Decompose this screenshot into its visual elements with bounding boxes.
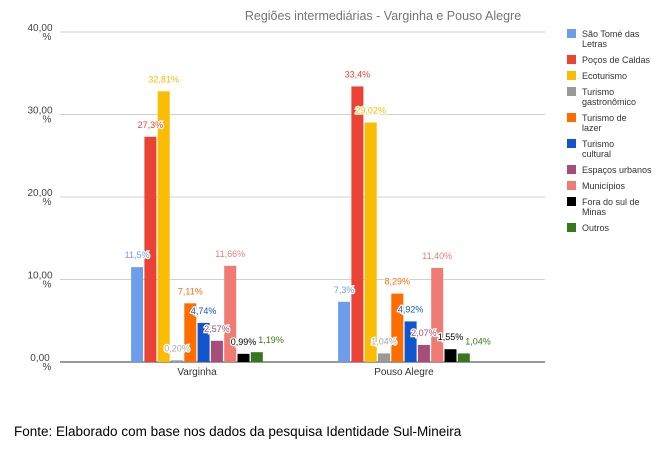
legend-swatch [567, 55, 576, 64]
data-label: 0,99% [231, 337, 257, 347]
bar[interactable] [417, 344, 430, 362]
legend-item[interactable]: Turismo cultural [567, 139, 614, 159]
bar[interactable] [250, 352, 263, 362]
data-label: 2,57% [204, 324, 230, 334]
bar[interactable] [131, 267, 144, 362]
data-label: 4,74% [191, 306, 217, 316]
legend-swatch [567, 113, 576, 122]
legend-item[interactable]: Ecoturismo [567, 71, 627, 81]
legend-label: São Tomé das Letras [582, 29, 640, 49]
y-tick-label: 40,00% [27, 23, 52, 43]
y-tick-label: 20,00% [27, 188, 52, 208]
legend-label: Espaços urbanos [582, 165, 652, 175]
legend-item[interactable]: Outros [567, 223, 610, 233]
data-label: 11,40% [422, 251, 452, 261]
y-tick-label: 10,00% [27, 271, 52, 291]
bar[interactable] [184, 303, 197, 362]
data-label: 1,04% [465, 336, 491, 346]
y-tick-label: 0,00% [30, 353, 51, 373]
bar[interactable] [378, 353, 390, 362]
legend-item[interactable]: Espaços urbanos [567, 165, 652, 175]
legend-swatch [567, 223, 576, 232]
chart-title: Regiões intermediárias - Varginha e Pous… [245, 9, 521, 23]
bar[interactable] [157, 91, 170, 362]
bar[interactable] [431, 267, 444, 362]
data-label: 29,02% [355, 106, 386, 116]
bar[interactable] [444, 349, 457, 362]
legend-swatch [567, 181, 576, 190]
data-label: 33,4% [345, 69, 371, 79]
legend-item[interactable]: Fora do sul de Minas [567, 197, 640, 217]
data-label: 2,07% [411, 328, 437, 338]
source-note: Fonte: Elaborado com base nos dados da p… [14, 424, 462, 439]
y-tick-label: 30,00% [27, 106, 52, 126]
bar[interactable] [364, 122, 377, 363]
bar[interactable] [351, 86, 364, 362]
data-label: 0,20% [164, 343, 190, 353]
legend-item[interactable]: São Tomé das Letras [567, 29, 640, 49]
legend-item[interactable]: Municípios [567, 181, 626, 191]
bar[interactable] [144, 136, 157, 362]
legend-swatch [567, 165, 576, 174]
data-label: 27,3% [138, 120, 164, 130]
legend-label: Fora do sul de Minas [582, 197, 640, 217]
legend-swatch [567, 197, 576, 206]
data-label: 32,81% [148, 74, 179, 84]
data-label: 1,19% [258, 335, 284, 345]
bar[interactable] [210, 340, 223, 362]
data-label: 11,66% [215, 249, 245, 259]
legend-item[interactable]: Turismo de lazer [567, 113, 627, 133]
bar[interactable] [391, 293, 404, 362]
legend-swatch [567, 87, 576, 96]
bar[interactable] [237, 353, 250, 362]
data-label: 7,11% [178, 286, 203, 296]
legend-label: Outros [582, 223, 610, 233]
data-label: 8,29% [385, 277, 411, 287]
data-label: 1,55% [438, 332, 464, 342]
legend-label: Poços de Caldas [582, 55, 651, 65]
legend-label: Ecoturismo [582, 71, 627, 81]
legend-label: Turismo gastronômico [582, 87, 636, 107]
bar[interactable] [404, 321, 417, 362]
legend-label: Turismo cultural [582, 139, 614, 159]
x-tick-label: Pouso Alegre [374, 367, 434, 378]
bar-chart: Regiões intermediárias - Varginha e Pous… [27, 9, 652, 378]
data-label: 1,04% [371, 336, 397, 346]
legend-item[interactable]: Turismo gastronômico [567, 87, 636, 107]
bar[interactable] [197, 322, 210, 362]
data-label: 4,92% [398, 304, 424, 314]
data-label: 11,5% [125, 250, 150, 260]
bar[interactable] [338, 301, 351, 362]
data-label: 7,3% [334, 285, 355, 295]
legend-item[interactable]: Poços de Caldas [567, 55, 651, 65]
bar[interactable] [457, 353, 470, 362]
legend-swatch [567, 71, 576, 80]
x-tick-label: Varginha [177, 367, 217, 378]
bar[interactable] [224, 265, 237, 362]
legend-label: Municípios [582, 181, 626, 191]
legend-swatch [567, 29, 576, 38]
legend-swatch [567, 139, 576, 148]
bar[interactable] [171, 360, 183, 362]
legend-label: Turismo de lazer [582, 113, 627, 133]
